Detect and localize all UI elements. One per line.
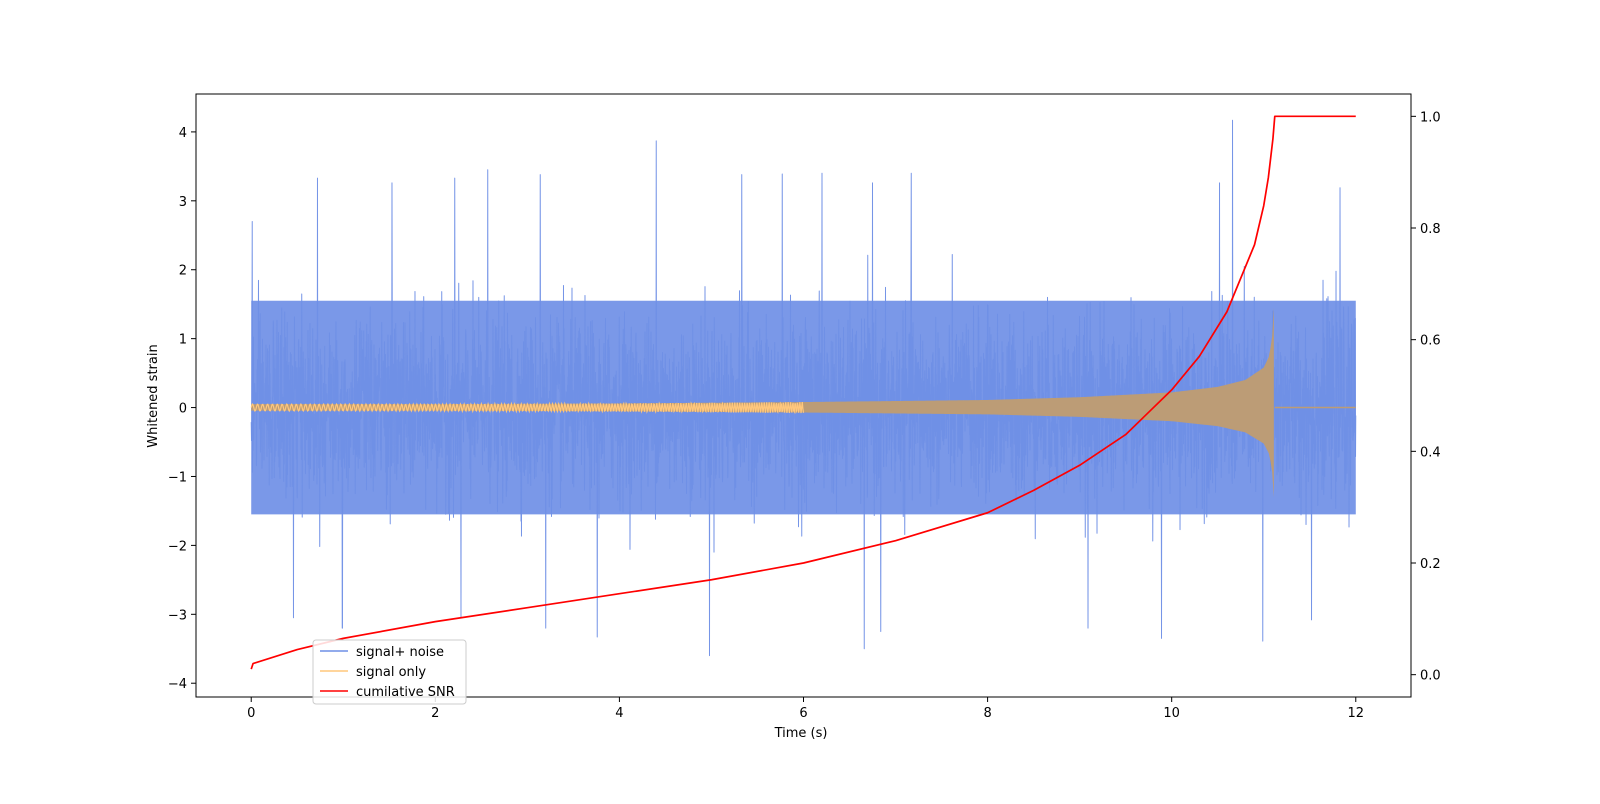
legend-label-signal-only: signal only [356, 665, 426, 680]
legend-box [312, 639, 467, 705]
x-tick-label: 0 [247, 706, 255, 721]
y-tick-label: −4 [168, 677, 187, 692]
x-tick-label: 2 [431, 706, 439, 721]
y-tick-label: 3 [179, 195, 187, 210]
y-right-tick-label: 1.0 [1420, 110, 1441, 125]
x-tick-label: 10 [1163, 706, 1180, 721]
y-tick-label: 1 [179, 333, 187, 348]
legend-label-cumulative-snr: cumilative SNR [356, 685, 455, 700]
y-right-tick-label: 0.6 [1420, 334, 1441, 349]
y-tick-label: 4 [179, 126, 187, 141]
legend-label-signal-noise: signal+ noise [356, 645, 444, 660]
y-tick-label: 2 [179, 264, 187, 279]
y-tick-label: −2 [168, 539, 187, 554]
y-tick-label: −3 [168, 608, 187, 623]
y-tick-label: −1 [168, 470, 187, 485]
y-right-tick-label: 0.0 [1420, 669, 1441, 684]
plot-area [250, 115, 1357, 670]
series-signal-only-envelope [251, 307, 1274, 498]
x-axis-label: Time (s) [774, 726, 828, 741]
series-cumulative-snr-line [250, 115, 1356, 670]
x-tick-label: 4 [615, 706, 623, 721]
y-axis-label: Whitened strain [146, 344, 161, 447]
y-axis-right: 0.0 0.2 0.4 0.6 0.8 1.0 [1411, 110, 1441, 684]
series-signal-noise-line [250, 119, 1357, 657]
y-right-tick-label: 0.4 [1420, 445, 1441, 460]
y-axis-left: −4 −3 −2 −1 0 1 2 3 4 [168, 126, 196, 692]
x-tick-label: 6 [799, 706, 807, 721]
legend: signal+ noise signal only cumilative SNR [312, 639, 467, 705]
y-right-tick-label: 0.8 [1420, 222, 1441, 237]
y-right-tick-label: 0.2 [1420, 557, 1441, 572]
x-tick-label: 12 [1347, 706, 1364, 721]
y-tick-label: 0 [179, 402, 187, 417]
x-tick-label: 8 [983, 706, 991, 721]
series-signal-only-wave [250, 401, 805, 415]
